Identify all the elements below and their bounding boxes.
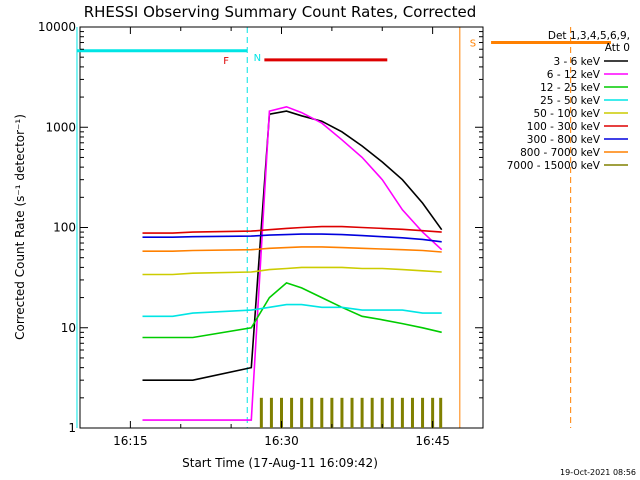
chart-title: RHESSI Observing Summary Count Rates, Co… — [84, 3, 477, 21]
legend-entry-label: 800 - 7000 keV — [520, 147, 601, 159]
series-6-12-kev-line — [142, 105, 443, 421]
y-tick-label: 1000 — [45, 120, 76, 134]
series-25-50-kev-line — [142, 303, 442, 318]
y-tick-label: 100 — [53, 221, 76, 235]
series-800-7000-kev-line — [142, 246, 442, 253]
series-300-800-kev-line — [142, 233, 442, 243]
annotation-f: F — [223, 56, 229, 67]
x-tick-label: 16:15 — [113, 434, 148, 448]
x-tick-label: 16:45 — [415, 434, 450, 448]
y-tick-label: 10000 — [38, 20, 76, 34]
annotation-n: N — [254, 53, 261, 64]
x-axis-label: Start Time (17-Aug-11 16:09:42) — [182, 456, 378, 470]
legend-entry-label: 25 - 50 keV — [540, 95, 601, 107]
x-tick-label: 16:30 — [264, 434, 299, 448]
series-100-300-kev-line — [142, 225, 442, 234]
legend-entry-label: 50 - 100 keV — [533, 108, 600, 120]
annotation-s: S — [470, 39, 476, 50]
legend-entry-label: 100 - 300 keV — [527, 121, 601, 133]
y-axis-label: Corrected Count Rate (s⁻¹ detector⁻¹) — [13, 114, 27, 340]
legend-entry-label: 7000 - 15000 keV — [507, 160, 601, 172]
legend-entry-label: 3 - 6 keV — [553, 56, 600, 68]
series-50-100-kev-line — [142, 266, 442, 276]
legend-header: Att 0 — [605, 42, 630, 54]
legend-entry-label: 6 - 12 keV — [547, 69, 601, 81]
legend-header: Det 1,3,4,5,6,9, — [548, 30, 630, 42]
legend-entry-label: 12 - 25 keV — [540, 82, 601, 94]
series-12-25-kev-line — [142, 281, 442, 339]
y-tick-label: 1 — [68, 421, 76, 435]
y-tick-label: 10 — [61, 321, 76, 335]
footer-timestamp: 19-Oct-2021 08:56 — [560, 468, 636, 477]
legend-entry-label: 300 - 800 keV — [527, 134, 601, 146]
